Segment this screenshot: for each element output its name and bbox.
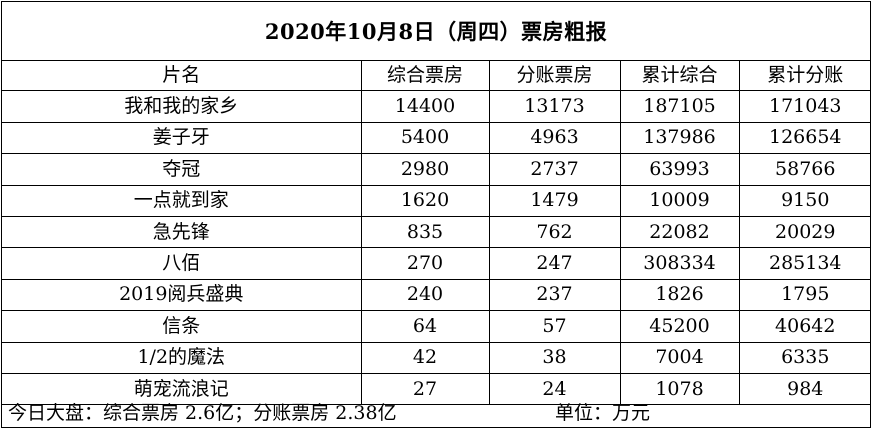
header-film-title: 片名 — [2, 60, 362, 92]
header-row: 片名 综合票房 分账票房 累计综合 累计分账 — [2, 60, 871, 92]
header-cumulative-combined: 累计综合 — [619, 60, 740, 92]
cell-split-box-office: 247 — [488, 247, 621, 280]
cell-film-title: 八佰 — [2, 247, 362, 280]
cell-cumulative-split: 285134 — [738, 247, 871, 280]
cell-cumulative-combined: 1826 — [619, 278, 740, 312]
cell-cumulative-split: 20029 — [738, 215, 871, 249]
table-row: 急先锋 835 762 22082 20029 — [2, 215, 871, 249]
cell-cumulative-split: 40642 — [738, 310, 871, 343]
cell-combined-box-office: 1620 — [360, 184, 490, 217]
table-row: 2019阅兵盛典 240 237 1826 1795 — [2, 278, 871, 312]
cell-cumulative-combined: 137986 — [619, 121, 740, 155]
cell-split-box-office: 4963 — [488, 121, 621, 155]
cell-split-box-office: 38 — [488, 341, 621, 374]
cell-cumulative-split: 984 — [738, 372, 871, 406]
cell-cumulative-combined: 45200 — [619, 310, 740, 343]
cell-combined-box-office: 64 — [360, 310, 490, 343]
header-cumulative-split: 累计分账 — [738, 60, 871, 92]
header-split-box-office: 分账票房 — [488, 60, 621, 92]
cell-film-title: 急先锋 — [2, 215, 362, 249]
header-combined-box-office: 综合票房 — [360, 60, 490, 92]
cell-split-box-office: 57 — [488, 310, 621, 343]
table-row: 姜子牙 5400 4963 137986 126654 — [2, 121, 871, 155]
cell-combined-box-office: 27 — [360, 372, 490, 406]
table-row: 夺冠 2980 2737 63993 58766 — [2, 153, 871, 186]
table-row: 萌宠流浪记 27 24 1078 984 — [2, 372, 871, 406]
cell-film-title: 夺冠 — [2, 153, 362, 186]
cell-split-box-office: 2737 — [488, 153, 621, 186]
footer-row: 今日大盘：综合票房 2.6亿；分账票房 2.38亿 单位：万元 — [2, 395, 870, 427]
table-row: 八佰 270 247 308334 285134 — [2, 247, 871, 280]
cell-cumulative-combined: 22082 — [619, 215, 740, 249]
cell-cumulative-combined: 1078 — [619, 372, 740, 406]
cell-combined-box-office: 42 — [360, 341, 490, 374]
table-row: 信条 64 57 45200 40642 — [2, 310, 871, 343]
cell-film-title: 萌宠流浪记 — [2, 372, 362, 406]
cell-combined-box-office: 240 — [360, 278, 490, 312]
cell-cumulative-combined: 63993 — [619, 153, 740, 186]
cell-cumulative-split: 9150 — [738, 184, 871, 217]
table-row: 1/2的魔法 42 38 7004 6335 — [2, 341, 871, 374]
cell-combined-box-office: 14400 — [360, 90, 490, 123]
cell-film-title: 2019阅兵盛典 — [2, 278, 362, 312]
cell-split-box-office: 1479 — [488, 184, 621, 217]
cell-film-title: 1/2的魔法 — [2, 341, 362, 374]
cell-split-box-office: 13173 — [488, 90, 621, 123]
cell-film-title: 信条 — [2, 310, 362, 343]
cell-cumulative-split: 126654 — [738, 121, 871, 155]
table-row: 一点就到家 1620 1479 10009 9150 — [2, 184, 871, 217]
cell-film-title: 姜子牙 — [2, 121, 362, 155]
box-office-table: 片名 综合票房 分账票房 累计综合 累计分账 我和我的家乡 14400 13173 187105… — [2, 60, 871, 406]
cell-combined-box-office: 2980 — [360, 153, 490, 186]
cell-combined-box-office: 835 — [360, 215, 490, 249]
cell-cumulative-combined: 187105 — [619, 90, 740, 123]
cell-film-title: 一点就到家 — [2, 184, 362, 217]
cell-cumulative-split: 58766 — [738, 153, 871, 186]
cell-cumulative-combined: 7004 — [619, 341, 740, 374]
cell-combined-box-office: 5400 — [360, 121, 490, 155]
cell-split-box-office: 762 — [488, 215, 621, 249]
box-office-table-body: 片名 综合票房 分账票房 累计综合 累计分账 我和我的家乡 14400 13173 187105… — [2, 60, 871, 406]
daily-total-summary: 今日大盘：综合票房 2.6亿；分账票房 2.38亿 — [8, 401, 397, 424]
cell-film-title: 我和我的家乡 — [2, 90, 362, 123]
cell-split-box-office: 24 — [488, 372, 621, 406]
cell-cumulative-split: 171043 — [738, 90, 871, 123]
cell-cumulative-split: 1795 — [738, 278, 871, 312]
table-row: 我和我的家乡 14400 13173 187105 171043 — [2, 90, 871, 123]
cell-cumulative-combined: 308334 — [619, 247, 740, 280]
cell-split-box-office: 237 — [488, 278, 621, 312]
unit-note: 单位：万元 — [555, 401, 651, 424]
cell-cumulative-split: 6335 — [738, 341, 871, 374]
report-title: 2020年10月8日（周四）票房粗报 — [2, 2, 870, 61]
cell-cumulative-combined: 10009 — [619, 184, 740, 217]
cell-combined-box-office: 270 — [360, 247, 490, 280]
